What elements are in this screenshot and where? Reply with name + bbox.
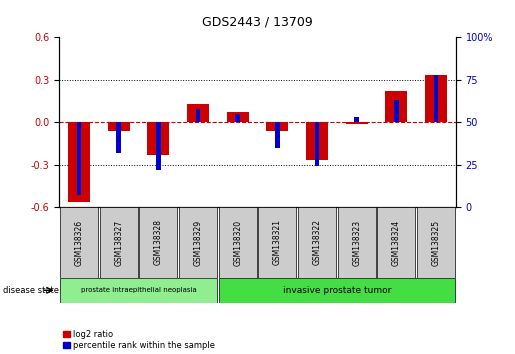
Bar: [196, 109, 200, 122]
Text: GSM138322: GSM138322: [313, 219, 321, 266]
Bar: [306, 122, 328, 160]
Text: GSM138328: GSM138328: [154, 219, 163, 266]
Bar: [68, 122, 90, 202]
FancyBboxPatch shape: [60, 278, 217, 303]
Text: GSM138321: GSM138321: [273, 219, 282, 266]
Bar: [385, 91, 407, 122]
Text: GSM138326: GSM138326: [75, 219, 83, 266]
Bar: [434, 75, 438, 122]
FancyBboxPatch shape: [259, 207, 296, 278]
FancyBboxPatch shape: [377, 207, 415, 278]
Bar: [147, 122, 169, 155]
FancyBboxPatch shape: [140, 207, 177, 278]
Text: GSM138329: GSM138329: [194, 219, 202, 266]
Bar: [266, 122, 288, 131]
Bar: [156, 122, 161, 170]
Text: GSM138323: GSM138323: [352, 219, 361, 266]
Bar: [116, 122, 121, 153]
FancyBboxPatch shape: [100, 207, 138, 278]
Bar: [235, 114, 240, 122]
Text: prostate intraepithelial neoplasia: prostate intraepithelial neoplasia: [81, 287, 196, 293]
Text: GSM138325: GSM138325: [432, 219, 440, 266]
Legend: log2 ratio, percentile rank within the sample: log2 ratio, percentile rank within the s…: [63, 330, 215, 350]
Bar: [315, 122, 319, 166]
FancyBboxPatch shape: [219, 207, 256, 278]
Text: GDS2443 / 13709: GDS2443 / 13709: [202, 16, 313, 29]
Bar: [227, 112, 249, 122]
Bar: [354, 117, 359, 122]
Bar: [77, 122, 81, 195]
Text: GSM138327: GSM138327: [114, 219, 123, 266]
Bar: [108, 122, 130, 131]
Bar: [187, 104, 209, 122]
FancyBboxPatch shape: [298, 207, 336, 278]
Text: GSM138324: GSM138324: [392, 219, 401, 266]
Bar: [425, 75, 447, 122]
Text: invasive prostate tumor: invasive prostate tumor: [283, 286, 391, 295]
FancyBboxPatch shape: [338, 207, 375, 278]
FancyBboxPatch shape: [417, 207, 455, 278]
Bar: [275, 122, 280, 148]
FancyBboxPatch shape: [60, 207, 98, 278]
Text: disease state: disease state: [3, 286, 59, 295]
Bar: [394, 100, 399, 122]
Text: GSM138320: GSM138320: [233, 219, 242, 266]
FancyBboxPatch shape: [219, 278, 455, 303]
Bar: [346, 122, 368, 124]
FancyBboxPatch shape: [179, 207, 217, 278]
